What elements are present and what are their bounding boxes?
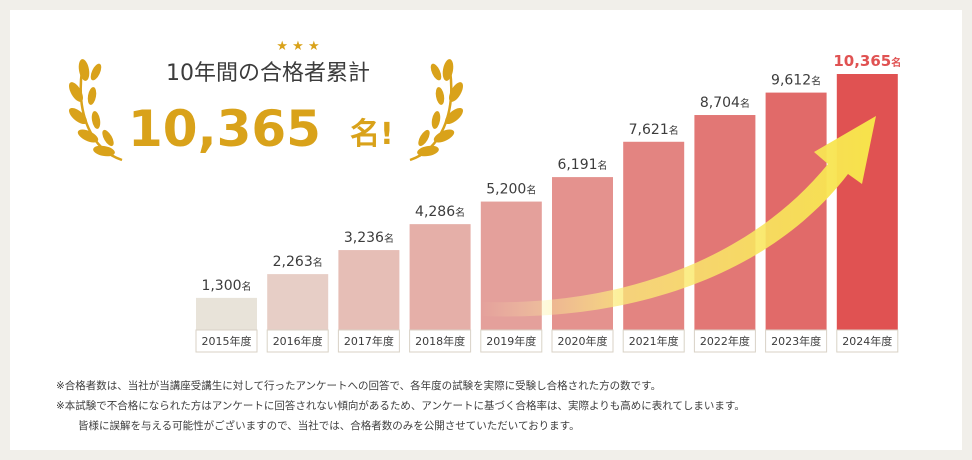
x-tick-label: 2023年度 <box>771 334 821 348</box>
data-label: 6,191名 <box>557 157 607 173</box>
x-tick-label: 2018年度 <box>415 334 465 348</box>
bar-2022年度 <box>694 115 756 330</box>
data-label: 2,263名 <box>273 254 323 270</box>
footnote-1: ※合格者数は、当社が当講座受講生に対して行ったアンケートへの回答で、各年度の試験… <box>56 380 662 392</box>
laurel-left-icon <box>68 59 123 162</box>
headline-count: 10,365 <box>128 100 321 158</box>
year-cell <box>551 329 614 353</box>
footnote-2: ※本試験で不合格になられた方はアンケートに回答されない傾向があるため、アンケート… <box>56 400 745 412</box>
headline-label: 10年間の合格者累計 <box>166 61 370 86</box>
year-cell <box>836 329 899 353</box>
year-cell <box>765 329 828 353</box>
x-tick-label: 2024年度 <box>842 334 892 348</box>
x-tick-label: 2020年度 <box>558 334 608 348</box>
bar-2017年度 <box>338 250 400 330</box>
year-cell <box>266 329 329 353</box>
year-cell <box>195 329 258 353</box>
x-tick-label: 2021年度 <box>629 334 679 348</box>
bar-2015年度 <box>196 297 257 330</box>
headline-unit: 名! <box>350 117 394 152</box>
x-tick-label: 2022年度 <box>700 334 750 348</box>
x-tick-label: 2019年度 <box>486 334 536 348</box>
bars-layer <box>195 74 899 353</box>
data-label: 5,200名 <box>486 182 536 198</box>
x-tick-label: 2015年度 <box>202 334 252 348</box>
laurel-right-icon <box>409 59 464 162</box>
cumulative-passers-chart: ★ ★ ★ 10年間の合格者累計 10,365 名! 2015年度1,300名2… <box>68 39 901 353</box>
results-panel: ★ ★ ★ 10年間の合格者累計 10,365 名! 2015年度 1,300名 2… <box>10 10 962 450</box>
bar-2016年度 <box>267 274 329 330</box>
data-label: 4,286名 <box>415 204 465 220</box>
data-label: 8,704名 <box>700 95 750 111</box>
data-label: 1,300名 <box>201 278 251 294</box>
stars-icon: ★ ★ ★ <box>276 39 319 54</box>
bar-2024年度 <box>836 74 898 330</box>
footnotes: ※合格者数は、当社が当講座受講生に対して行ったアンケートへの回答で、各年度の試験… <box>56 376 956 436</box>
x-tick-label: 2016年度 <box>273 334 323 348</box>
labels-layer: 2015年度 1,300名 2016年度 2,263名 2017年度 3,236名 2018… <box>201 52 901 348</box>
data-label: 3,236名 <box>344 230 394 246</box>
year-cell <box>622 329 685 353</box>
data-label: 9,612名 <box>771 73 821 89</box>
growth-arrow-icon <box>480 116 876 317</box>
year-cell <box>693 329 756 353</box>
data-label: 10,365名 <box>833 52 901 70</box>
year-cell <box>480 329 543 353</box>
year-cell <box>337 329 400 353</box>
year-cell <box>409 329 472 353</box>
bar-2018年度 <box>409 224 471 330</box>
footnote-3: 皆様に誤解を与える可能性がございますので、当社では、合格者数のみを公開させていた… <box>78 420 580 432</box>
data-label: 7,621名 <box>629 122 679 138</box>
x-tick-label: 2017年度 <box>344 334 394 348</box>
